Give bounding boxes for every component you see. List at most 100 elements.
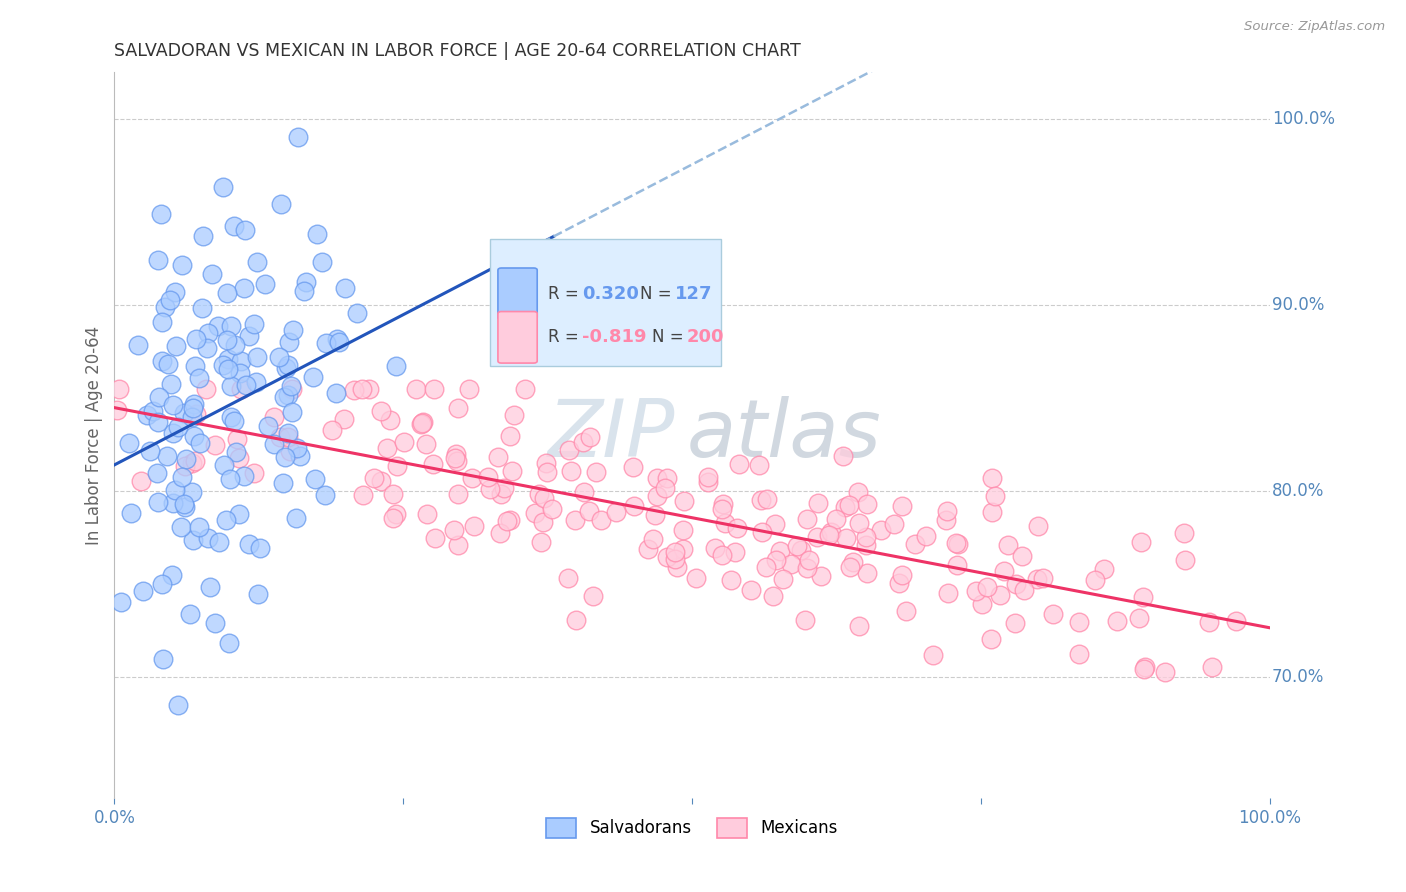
Point: [671, 541, 693, 556]
Point: [315, 336, 337, 351]
Point: [710, 549, 733, 563]
Point: [820, 524, 842, 539]
Point: [285, 442, 308, 456]
Point: [287, 130, 309, 145]
Point: [499, 429, 522, 443]
Point: [1011, 549, 1033, 564]
Point: [415, 436, 437, 450]
Point: [281, 323, 304, 337]
Point: [810, 568, 832, 582]
Point: [564, 613, 586, 627]
Point: [170, 470, 193, 484]
Point: [793, 613, 815, 627]
Point: [997, 538, 1019, 552]
Point: [215, 333, 238, 347]
Point: [945, 536, 967, 550]
Point: [150, 315, 173, 329]
Point: [981, 505, 1004, 519]
Point: [152, 577, 174, 591]
Point: [181, 484, 204, 499]
Point: [183, 396, 205, 410]
Point: [269, 429, 291, 443]
Point: [159, 293, 181, 308]
Point: [363, 471, 385, 485]
Point: [765, 553, 787, 567]
Point: [156, 449, 179, 463]
Point: [685, 571, 707, 585]
Point: [993, 564, 1015, 578]
Text: 127: 127: [675, 285, 713, 302]
Point: [1026, 518, 1049, 533]
Point: [229, 354, 252, 368]
Point: [572, 435, 595, 450]
Point: [645, 489, 668, 503]
Point: [131, 474, 153, 488]
Point: [762, 590, 785, 604]
Legend: Salvadorans, Mexicans: Salvadorans, Mexicans: [540, 812, 844, 844]
Point: [839, 560, 862, 574]
Point: [292, 284, 315, 298]
Point: [1153, 665, 1175, 679]
Point: [228, 451, 250, 466]
Point: [463, 519, 485, 533]
Point: [188, 435, 211, 450]
Point: [152, 354, 174, 368]
Point: [325, 386, 347, 401]
Point: [533, 491, 555, 505]
Point: [212, 180, 235, 194]
Point: [1201, 660, 1223, 674]
Text: N =: N =: [651, 328, 689, 346]
Point: [1069, 615, 1091, 630]
Point: [285, 510, 308, 524]
Point: [204, 437, 226, 451]
Point: [232, 469, 254, 483]
Point: [579, 430, 602, 444]
Text: -0.819: -0.819: [582, 328, 647, 346]
Point: [711, 502, 734, 516]
Text: R =: R =: [547, 285, 583, 302]
Point: [856, 566, 879, 581]
Point: [664, 545, 686, 559]
Point: [1014, 582, 1036, 597]
Point: [446, 453, 468, 467]
Point: [145, 466, 167, 480]
Point: [245, 255, 267, 269]
Point: [887, 576, 910, 591]
Point: [224, 219, 246, 234]
Point: [486, 450, 509, 464]
Point: [212, 458, 235, 472]
Point: [922, 648, 945, 663]
Point: [855, 538, 877, 552]
Point: [188, 370, 211, 384]
Point: [980, 471, 1002, 485]
Point: [1198, 615, 1220, 629]
Point: [914, 529, 936, 543]
Point: [321, 423, 343, 437]
Point: [225, 432, 247, 446]
Point: [806, 530, 828, 544]
Text: N =: N =: [640, 285, 676, 302]
Y-axis label: In Labor Force | Age 20-64: In Labor Force | Age 20-64: [86, 326, 103, 545]
Point: [409, 417, 432, 432]
Point: [443, 523, 465, 537]
Point: [181, 409, 204, 424]
Point: [277, 334, 299, 349]
Point: [1004, 576, 1026, 591]
Point: [496, 514, 519, 528]
Point: [976, 580, 998, 594]
Text: R =: R =: [547, 328, 583, 346]
Point: [891, 568, 914, 582]
Point: [444, 450, 467, 465]
Point: [1132, 590, 1154, 604]
Point: [848, 516, 870, 530]
Text: 100.0%: 100.0%: [1272, 110, 1334, 128]
Point: [751, 493, 773, 508]
Point: [146, 495, 169, 509]
Point: [153, 300, 176, 314]
Point: [501, 464, 523, 478]
Point: [855, 530, 877, 544]
Point: [163, 285, 186, 299]
Text: SALVADORAN VS MEXICAN IN LABOR FORCE | AGE 20-64 CORRELATION CHART: SALVADORAN VS MEXICAN IN LABOR FORCE | A…: [114, 42, 801, 60]
Point: [461, 471, 484, 485]
Point: [218, 472, 240, 486]
